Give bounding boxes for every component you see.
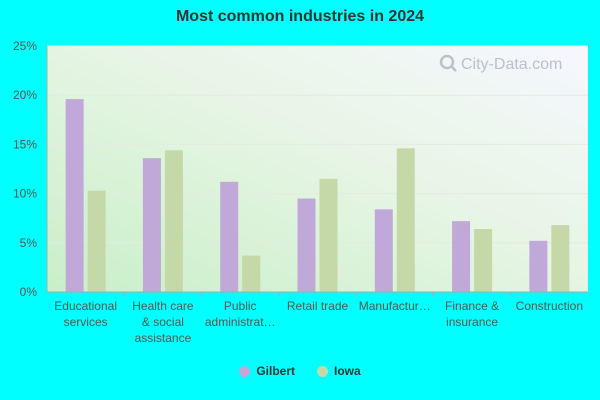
x-tick-label: Public administrat… [205,299,276,329]
chart-title: Most common industries in 2024 [175,8,425,25]
bar-iowa[interactable] [242,255,261,292]
legend-label-iowa: Iowa [334,364,361,378]
bar-iowa[interactable] [551,225,570,292]
bar-iowa[interactable] [474,229,493,292]
legend-swatch-gilbert [239,365,251,377]
bar-gilbert[interactable] [452,221,471,292]
bar-gilbert[interactable] [297,198,316,292]
gridlines [47,45,588,244]
bar-iowa[interactable] [87,190,106,292]
bar-iowa[interactable] [396,148,415,292]
x-tick-label: Educational services [54,299,117,329]
bar-iowa[interactable] [319,178,338,292]
x-tick-label: Health care & social assistance [132,299,194,345]
bar-iowa[interactable] [164,150,183,292]
y-tick-label: 5% [20,236,38,250]
x-tick-label-line: Health care [132,299,194,313]
x-tick-label-line: services [64,315,108,329]
legend-item-gilbert: Gilbert [239,364,295,378]
legend: Gilbert Iowa [0,364,600,378]
x-tick-label-line: Finance & [445,299,499,313]
x-tick-label: Manufactur… [359,299,431,313]
legend-label-gilbert: Gilbert [256,364,295,378]
watermark: City-Data.com [439,54,562,73]
bar-gilbert[interactable] [529,240,548,292]
watermark-text: City-Data.com [461,56,562,73]
x-tick-label-line: Retail trade [287,299,349,313]
bar-gilbert[interactable] [142,158,161,292]
axes: 0% 5% 10% 15% 20% 25% Educational services Healt… [13,39,588,345]
legend-item-iowa: Iowa [317,364,361,378]
x-tick-label-line: Construction [516,299,583,313]
y-tick-label: 10% [13,187,37,201]
x-tick-label-line: Educational [54,299,117,313]
x-tick-label-line: insurance [446,315,498,329]
bar-gilbert[interactable] [220,181,239,292]
y-tick-label: 25% [13,39,37,53]
legend-swatch-iowa [317,365,328,377]
x-tick-label-line: & social [142,315,184,329]
x-tick-label: Construction [516,299,583,313]
bar-gilbert[interactable] [65,99,84,292]
y-tick-label: 15% [13,137,37,151]
x-tick-label: Retail trade [287,299,349,313]
y-tick-label: 0% [20,285,38,299]
plot-area [47,46,588,292]
bars [65,99,570,292]
y-tick-label: 20% [13,88,37,102]
x-tick-label-line: administrat… [205,315,276,329]
x-tick-label-line: Public [224,299,257,313]
x-tick-label-line: Manufactur… [359,299,431,313]
bar-gilbert[interactable] [374,209,393,292]
x-tick-label: Finance & insurance [445,299,499,329]
x-tick-label-line: assistance [135,331,192,345]
